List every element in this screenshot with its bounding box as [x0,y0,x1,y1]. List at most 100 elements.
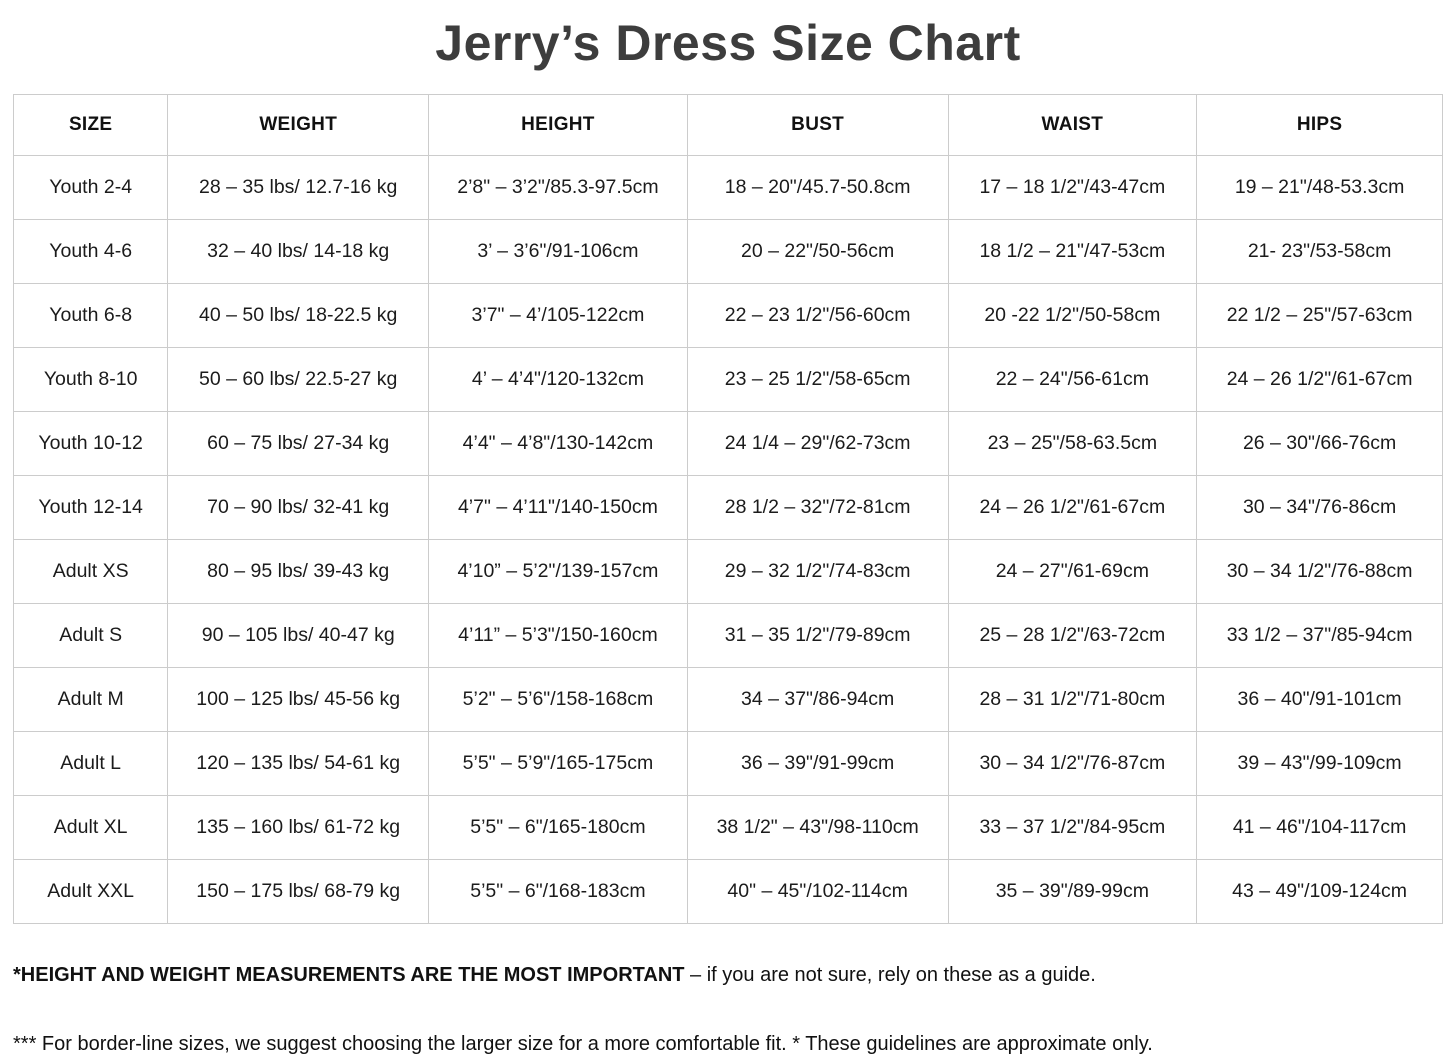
page-title: Jerry’s Dress Size Chart [435,15,1021,71]
column-header-height: HEIGHT [428,94,688,156]
table-cell: 40" – 45"/102-114cm [686,859,949,924]
table-cell: Youth 12-14 [12,475,169,540]
size-chart-body: Youth 2-4 28 – 35 lbs/ 12.7-16 kg 2’8" – 3… [12,155,1443,924]
table-cell: Youth 10-12 [12,411,169,476]
table-cell: 36 – 39"/91-99cm [686,731,949,796]
table-cell: 5’5" – 6"/168-183cm [428,859,688,924]
note-height-weight-text: – if you are not sure, rely on these as … [684,964,1096,986]
table-row: Youth 10-12 60 – 75 lbs/ 27-34 kg 4’4" – 4… [12,411,1443,476]
table-cell: Adult XL [12,795,169,860]
note-height-weight: *HEIGHT AND WEIGHT MEASUREMENTS ARE THE … [13,964,1443,987]
table-cell: 4’4" – 4’8"/130-142cm [428,411,688,476]
table-cell: 18 – 20"/45.7-50.8cm [686,155,949,220]
table-cell: 60 – 75 lbs/ 27-34 kg [167,411,430,476]
table-cell: 90 – 105 lbs/ 40-47 kg [167,603,430,668]
column-header-weight: WEIGHT [167,94,430,156]
table-cell: 35 – 39"/89-99cm [947,859,1198,924]
table-row: Adult S 90 – 105 lbs/ 40-47 kg 4’11” – 5’3… [12,603,1443,668]
table-cell: 25 – 28 1/2"/63-72cm [947,603,1198,668]
table-cell: Adult XS [12,539,169,604]
table-cell: 4’10” – 5’2"/139-157cm [428,539,688,604]
table-cell: 22 – 23 1/2"/56-60cm [686,283,949,348]
footnotes: *HEIGHT AND WEIGHT MEASUREMENTS ARE THE … [13,964,1443,1056]
table-cell: 5’5" – 5’9"/165-175cm [428,731,688,796]
table-cell: 150 – 175 lbs/ 68-79 kg [167,859,430,924]
table-cell: 28 – 35 lbs/ 12.7-16 kg [167,155,430,220]
table-cell: 5’2" – 5’6"/158-168cm [428,667,688,732]
header-row: SIZE WEIGHT HEIGHT BUST WAIST HIPS [12,94,1443,156]
note-height-weight-bold: *HEIGHT AND WEIGHT MEASUREMENTS ARE THE … [13,964,685,986]
table-row: Adult XS 80 – 95 lbs/ 39-43 kg 4’10” – 5’2… [12,539,1443,604]
table-cell: 100 – 125 lbs/ 45-56 kg [167,667,430,732]
table-cell: Youth 4-6 [12,219,169,284]
table-cell: 4’ – 4’4"/120-132cm [428,347,688,412]
table-cell: 23 – 25"/58-63.5cm [947,411,1198,476]
table-cell: 38 1/2" – 43"/98-110cm [686,795,949,860]
table-row: Adult XXL 150 – 175 lbs/ 68-79 kg 5’5" – 6… [12,859,1443,924]
table-row: Adult XL 135 – 160 lbs/ 61-72 kg 5’5" – 6"… [12,795,1443,860]
table-cell: 80 – 95 lbs/ 39-43 kg [167,539,430,604]
table-cell: 30 – 34 1/2"/76-88cm [1196,539,1443,604]
column-header-size: SIZE [12,94,169,156]
table-cell: 24 – 27"/61-69cm [947,539,1198,604]
table-cell: 50 – 60 lbs/ 22.5-27 kg [167,347,430,412]
table-row: Adult M 100 – 125 lbs/ 45-56 kg 5’2" – 5’6… [12,667,1443,732]
table-cell: 22 – 24"/56-61cm [947,347,1198,412]
table-cell: Youth 8-10 [12,347,169,412]
table-cell: 18 1/2 – 21"/47-53cm [947,219,1198,284]
table-cell: 33 1/2 – 37"/85-94cm [1196,603,1443,668]
table-row: Youth 4-6 32 – 40 lbs/ 14-18 kg 3’ – 3’6"/… [12,219,1443,284]
table-cell: 5’5" – 6"/165-180cm [428,795,688,860]
table-cell: Adult XXL [12,859,169,924]
table-cell: 3’ – 3’6"/91-106cm [428,219,688,284]
table-cell: 39 – 43"/99-109cm [1196,731,1443,796]
table-cell: Adult M [12,667,169,732]
table-cell: Adult S [12,603,169,668]
column-header-hips: HIPS [1196,94,1443,156]
table-cell: 43 – 49"/109-124cm [1196,859,1443,924]
table-cell: 31 – 35 1/2"/79-89cm [686,603,949,668]
table-cell: 19 – 21"/48-53.3cm [1196,155,1443,220]
table-header: SIZE WEIGHT HEIGHT BUST WAIST HIPS [12,94,1443,156]
table-cell: 2’8" – 3’2"/85.3-97.5cm [428,155,688,220]
table-row: Youth 6-8 40 – 50 lbs/ 18-22.5 kg 3’7" – 4… [12,283,1443,348]
table-cell: 30 – 34"/76-86cm [1196,475,1443,540]
table-cell: 28 – 31 1/2"/71-80cm [947,667,1198,732]
table-row: Youth 2-4 28 – 35 lbs/ 12.7-16 kg 2’8" – 3… [12,155,1443,220]
table-cell: 22 1/2 – 25"/57-63cm [1196,283,1443,348]
table-cell: 3’7" – 4’/105-122cm [428,283,688,348]
table-cell: 4’7" – 4’11"/140-150cm [428,475,688,540]
table-cell: Adult L [12,731,169,796]
table-cell: 40 – 50 lbs/ 18-22.5 kg [167,283,430,348]
table-cell: 20 -22 1/2"/50-58cm [947,283,1198,348]
column-header-waist: WAIST [947,94,1198,156]
table-cell: 29 – 32 1/2"/74-83cm [686,539,949,604]
table-cell: 70 – 90 lbs/ 32-41 kg [167,475,430,540]
table-row: Youth 12-14 70 – 90 lbs/ 32-41 kg 4’7" – 4… [12,475,1443,540]
table-cell: 24 – 26 1/2"/61-67cm [947,475,1198,540]
table-cell: 30 – 34 1/2"/76-87cm [947,731,1198,796]
table-cell: Youth 2-4 [12,155,169,220]
table-cell: 33 – 37 1/2"/84-95cm [947,795,1198,860]
table-cell: 32 – 40 lbs/ 14-18 kg [167,219,430,284]
table-cell: 135 – 160 lbs/ 61-72 kg [167,795,430,860]
table-cell: 41 – 46"/104-117cm [1196,795,1443,860]
table-cell: 24 1/4 – 29"/62-73cm [686,411,949,476]
column-header-bust: BUST [686,94,949,156]
table-cell: 26 – 30"/66-76cm [1196,411,1443,476]
table-cell: 4’11” – 5’3"/150-160cm [428,603,688,668]
table-cell: 24 – 26 1/2"/61-67cm [1196,347,1443,412]
table-cell: Youth 6-8 [12,283,169,348]
note-borderline: *** For border-line sizes, we suggest ch… [13,1033,1443,1056]
table-row: Adult L 120 – 135 lbs/ 54-61 kg 5’5" – 5’9… [12,731,1443,796]
table-cell: 120 – 135 lbs/ 54-61 kg [167,731,430,796]
note-borderline-text: *** For border-line sizes, we suggest ch… [13,1033,1153,1055]
table-row: Youth 8-10 50 – 60 lbs/ 22.5-27 kg 4’ – 4’… [12,347,1443,412]
size-chart-table: SIZE WEIGHT HEIGHT BUST WAIST HIPS Youth… [12,94,1443,924]
table-cell: 17 – 18 1/2"/43-47cm [947,155,1198,220]
table-cell: 20 – 22"/50-56cm [686,219,949,284]
table-cell: 21- 23"/53-58cm [1196,219,1443,284]
table-cell: 34 – 37"/86-94cm [686,667,949,732]
table-cell: 36 – 40"/91-101cm [1196,667,1443,732]
